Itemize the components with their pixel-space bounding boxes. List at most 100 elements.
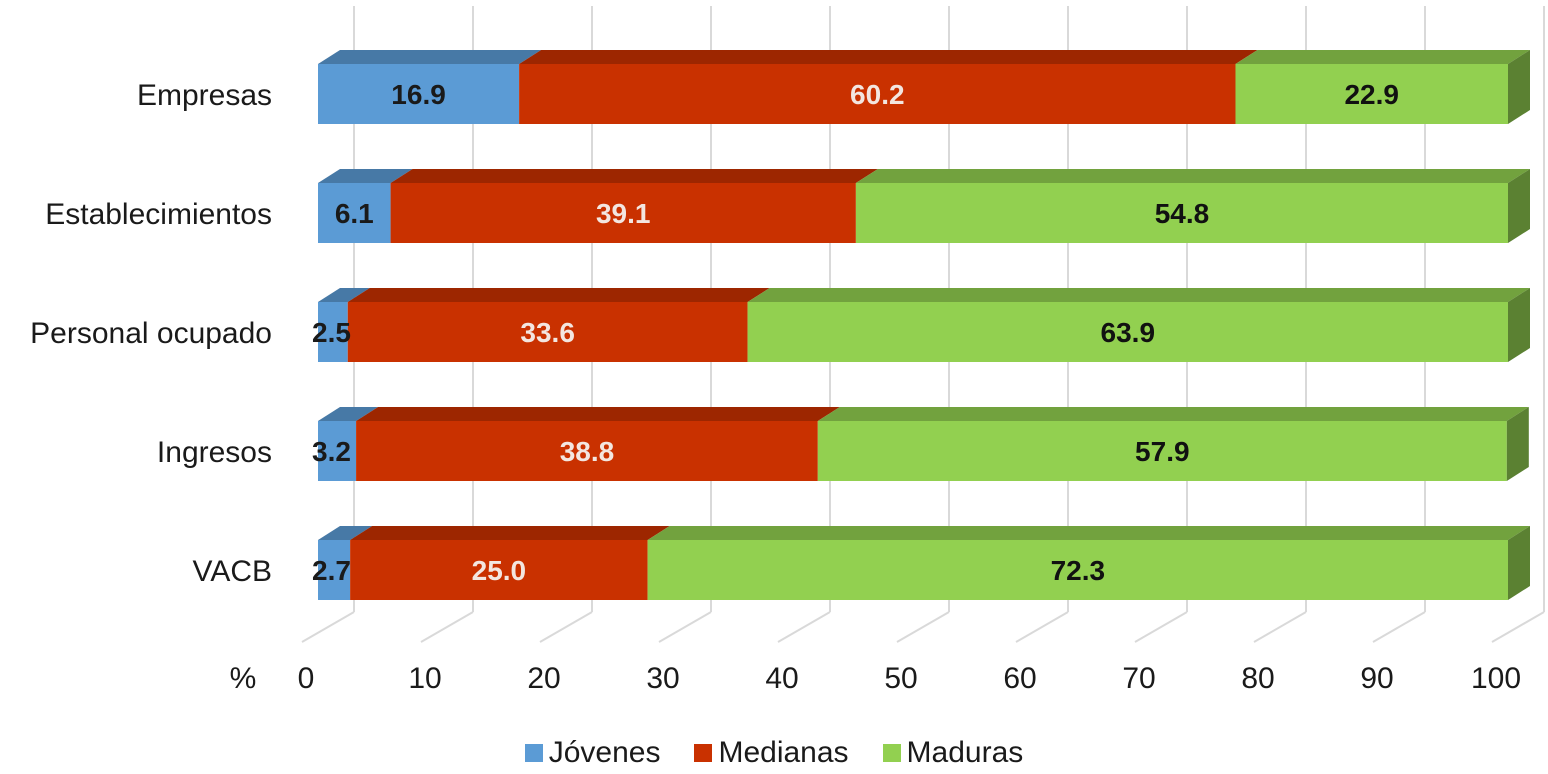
bar-top-face bbox=[318, 169, 413, 183]
floor-gridline bbox=[1134, 611, 1188, 643]
bar-top-face bbox=[519, 50, 1258, 64]
legend-swatch bbox=[882, 744, 901, 762]
bar-segment bbox=[318, 288, 370, 362]
legend-label: Maduras bbox=[906, 736, 1024, 769]
floor-gridline bbox=[1253, 611, 1307, 643]
x-tick-label: 60 bbox=[1003, 662, 1036, 695]
legend-swatch bbox=[524, 744, 543, 762]
legend-swatch bbox=[694, 744, 713, 762]
bar-segment bbox=[356, 407, 840, 481]
legend-item-maduras: Maduras bbox=[882, 736, 1024, 770]
category-label: Ingresos bbox=[157, 436, 272, 469]
bar-front-face bbox=[747, 302, 1508, 362]
bar-front-face bbox=[350, 540, 648, 600]
bar-segment bbox=[855, 169, 1530, 243]
bar-front-face bbox=[390, 183, 856, 243]
bar-front-face bbox=[318, 64, 520, 124]
bar-front-face bbox=[318, 540, 351, 600]
floor-gridline bbox=[420, 611, 474, 643]
bar-front-face bbox=[519, 64, 1236, 124]
bar-front-face bbox=[347, 302, 748, 362]
data-label: 25.0 bbox=[472, 555, 527, 586]
bar-top-face bbox=[1235, 50, 1530, 64]
floor-gridline bbox=[1372, 611, 1426, 643]
bar-front-face bbox=[318, 183, 391, 243]
bar-top-face bbox=[347, 288, 770, 302]
data-label: 2.7 bbox=[312, 555, 351, 586]
x-tick-label: 10 bbox=[408, 662, 441, 695]
bar-segment bbox=[1235, 50, 1530, 124]
bar-front-face bbox=[817, 421, 1507, 481]
data-label: 57.9 bbox=[1135, 436, 1190, 467]
axis-layer: % 0 10 20 30 40 50 60 70 80 90 100 bbox=[230, 662, 1521, 695]
x-tick-label: 80 bbox=[1241, 662, 1274, 695]
data-label: 2.5 bbox=[312, 317, 351, 348]
x-tick-label: 90 bbox=[1360, 662, 1393, 695]
bar-segment bbox=[817, 407, 1529, 481]
data-label: 72.3 bbox=[1051, 555, 1106, 586]
data-label: 6.1 bbox=[335, 198, 374, 229]
bar-side-face bbox=[1508, 526, 1530, 600]
x-tick-label: 100 bbox=[1471, 662, 1521, 695]
floor-gridline bbox=[896, 611, 950, 643]
x-axis-label: % bbox=[230, 662, 257, 695]
data-label: 22.9 bbox=[1344, 79, 1399, 110]
x-tick-label: 30 bbox=[646, 662, 679, 695]
floor-gridline bbox=[1491, 611, 1545, 643]
bar-top-face bbox=[855, 169, 1530, 183]
data-label: 16.9 bbox=[391, 79, 446, 110]
x-tick-label: 40 bbox=[765, 662, 798, 695]
data-label: 63.9 bbox=[1101, 317, 1156, 348]
category-label: Empresas bbox=[137, 79, 272, 112]
bar-top-face bbox=[356, 407, 840, 421]
bar-segment bbox=[519, 50, 1258, 124]
bar-segment bbox=[318, 50, 542, 124]
bar-segment bbox=[318, 169, 413, 243]
bar-top-face bbox=[350, 526, 670, 540]
bar-top-face bbox=[318, 50, 542, 64]
bar-side-face bbox=[1506, 407, 1529, 481]
bar-segment bbox=[747, 288, 1530, 362]
x-tick-label: 20 bbox=[527, 662, 560, 695]
category-label: VACB bbox=[193, 555, 272, 588]
floor-gridline bbox=[539, 611, 593, 643]
data-label: 39.1 bbox=[596, 198, 651, 229]
bar-front-face bbox=[1235, 64, 1508, 124]
bar-front-face bbox=[318, 421, 357, 481]
bar-top-face bbox=[390, 169, 878, 183]
data-label: 60.2 bbox=[850, 79, 905, 110]
floor-gridline bbox=[1015, 611, 1069, 643]
x-tick-label: 0 bbox=[298, 662, 315, 695]
bar-segment bbox=[318, 526, 373, 600]
data-label: 38.8 bbox=[560, 436, 615, 467]
bar-front-face bbox=[855, 183, 1508, 243]
bar-segment bbox=[390, 169, 878, 243]
data-label: 33.6 bbox=[520, 317, 575, 348]
x-tick-label: 50 bbox=[884, 662, 917, 695]
bar-side-face bbox=[1508, 50, 1530, 124]
bar-top-face bbox=[817, 407, 1529, 421]
data-label: 54.8 bbox=[1155, 198, 1210, 229]
x-tick-label: 70 bbox=[1122, 662, 1155, 695]
floor-gridline bbox=[777, 611, 831, 643]
legend-label: Jóvenes bbox=[548, 736, 661, 769]
legend-item-medianas: Medianas bbox=[694, 736, 849, 770]
bar-front-face bbox=[318, 302, 348, 362]
bar-side-face bbox=[1508, 288, 1530, 362]
legend-label: Medianas bbox=[718, 736, 849, 769]
bar-segment bbox=[318, 407, 379, 481]
category-label: Establecimientos bbox=[45, 198, 272, 231]
bar-segment bbox=[350, 526, 670, 600]
bar-top-face bbox=[318, 407, 379, 421]
bar-top-face bbox=[318, 288, 370, 302]
bar-segment bbox=[647, 526, 1530, 600]
bar-front-face bbox=[356, 421, 818, 481]
bar-top-face bbox=[318, 526, 373, 540]
bar-top-face bbox=[747, 288, 1530, 302]
floor-gridline bbox=[658, 611, 712, 643]
category-label: Personal ocupado bbox=[30, 317, 272, 350]
labels-layer: Empresas 16.9 60.2 22.9 Establecimientos 6.1 3… bbox=[30, 79, 1399, 588]
bar-segment bbox=[347, 288, 770, 362]
